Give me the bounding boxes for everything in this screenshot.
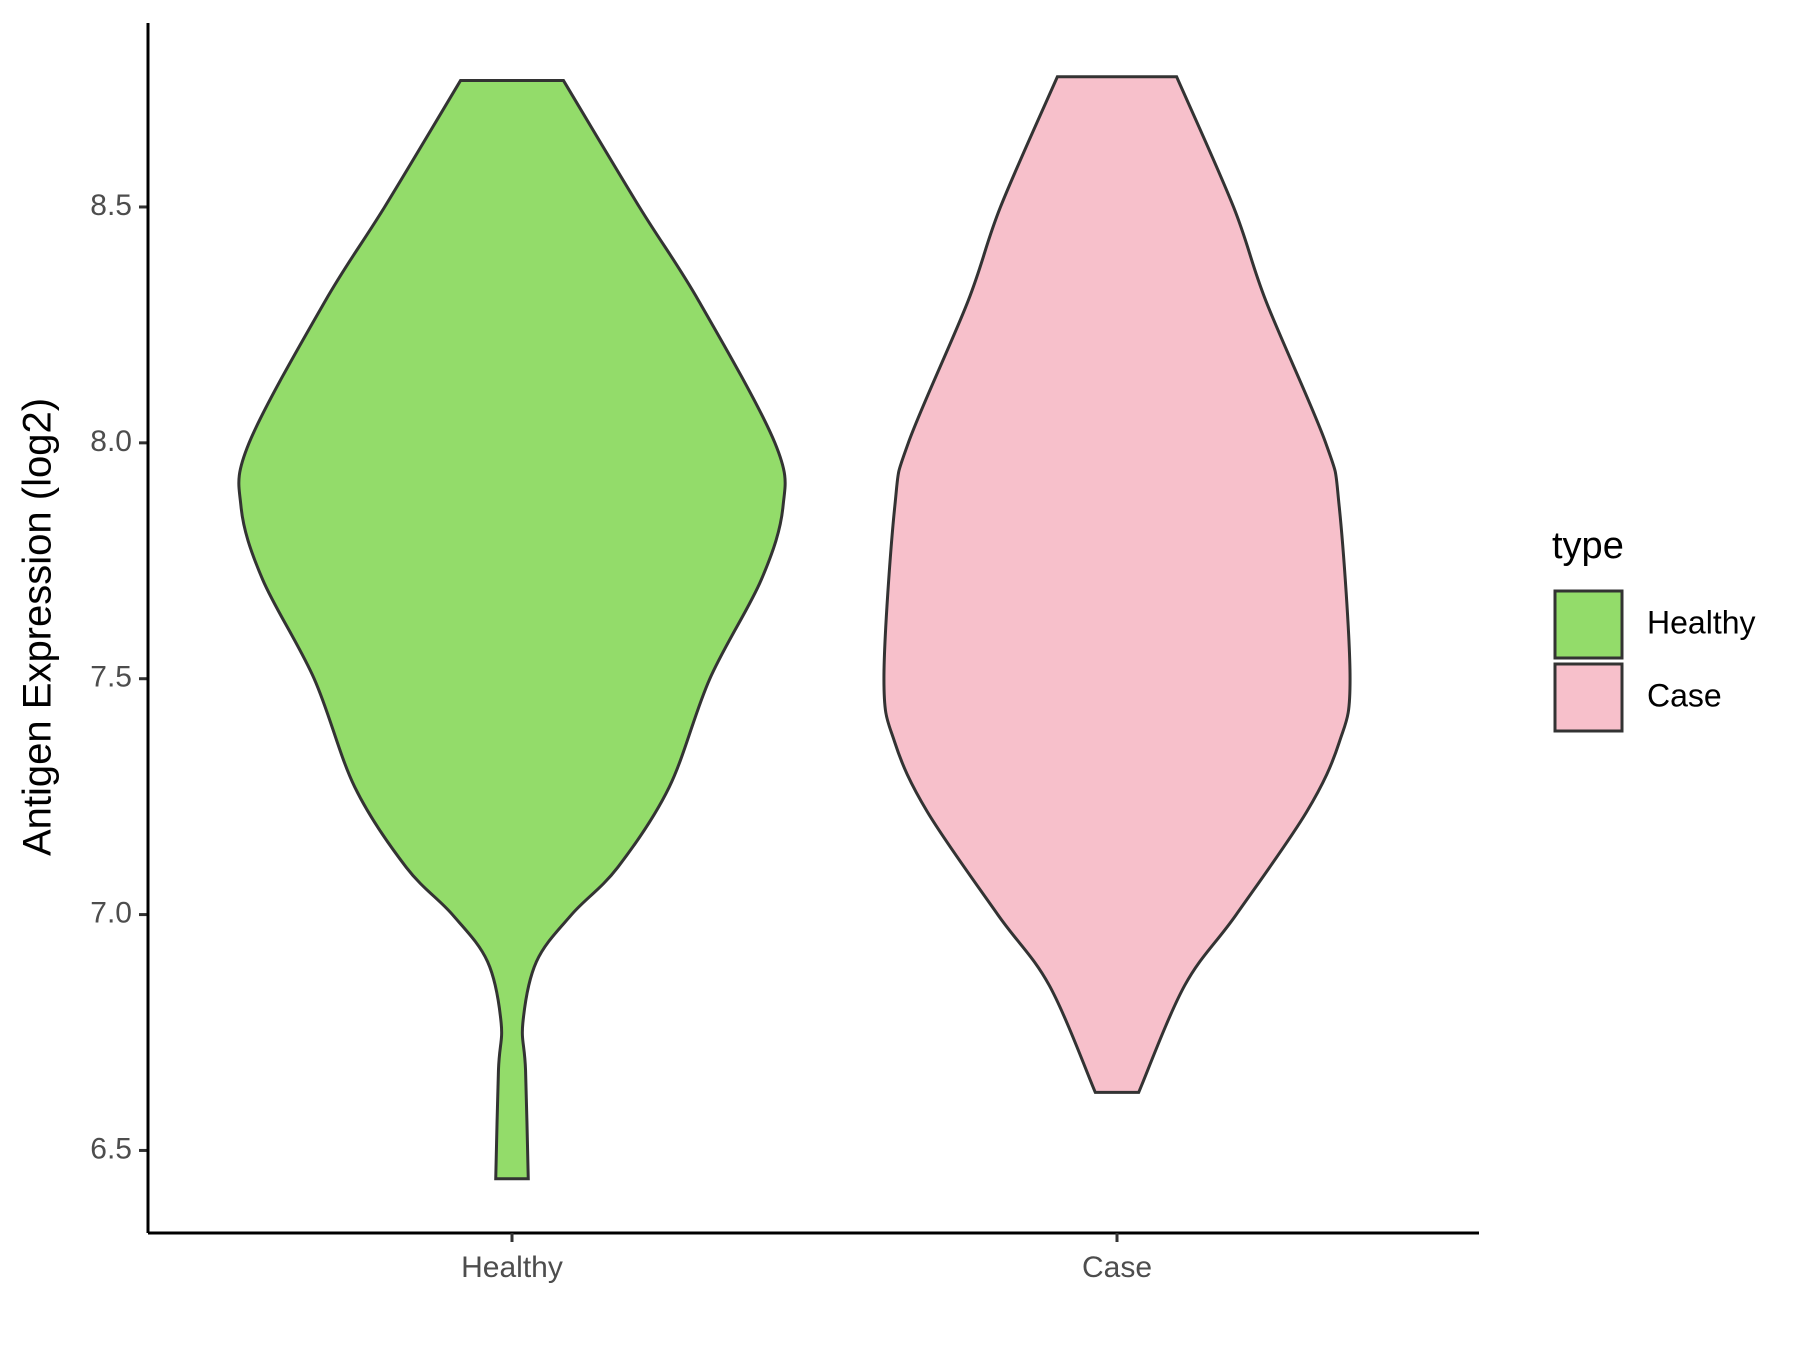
- y-tick-label: 8.5: [90, 189, 132, 222]
- x-tick-label: Case: [1082, 1251, 1152, 1284]
- y-tick-label: 6.5: [90, 1132, 132, 1165]
- y-tick-label: 7.5: [90, 661, 132, 694]
- legend-key: [1553, 589, 1624, 660]
- legend-key: [1553, 662, 1624, 733]
- y-tick-label: 8.0: [90, 425, 132, 458]
- legend-label: Case: [1647, 677, 1722, 713]
- y-axis-label: Antigen Expression (log2): [16, 398, 60, 856]
- legend-label: Healthy: [1647, 604, 1756, 640]
- violin: [882, 75, 1352, 1094]
- y-tick-label: 7.0: [90, 897, 132, 930]
- legend-title: type: [1552, 525, 1624, 567]
- x-tick-label: Healthy: [461, 1251, 563, 1284]
- violin: [237, 79, 787, 1181]
